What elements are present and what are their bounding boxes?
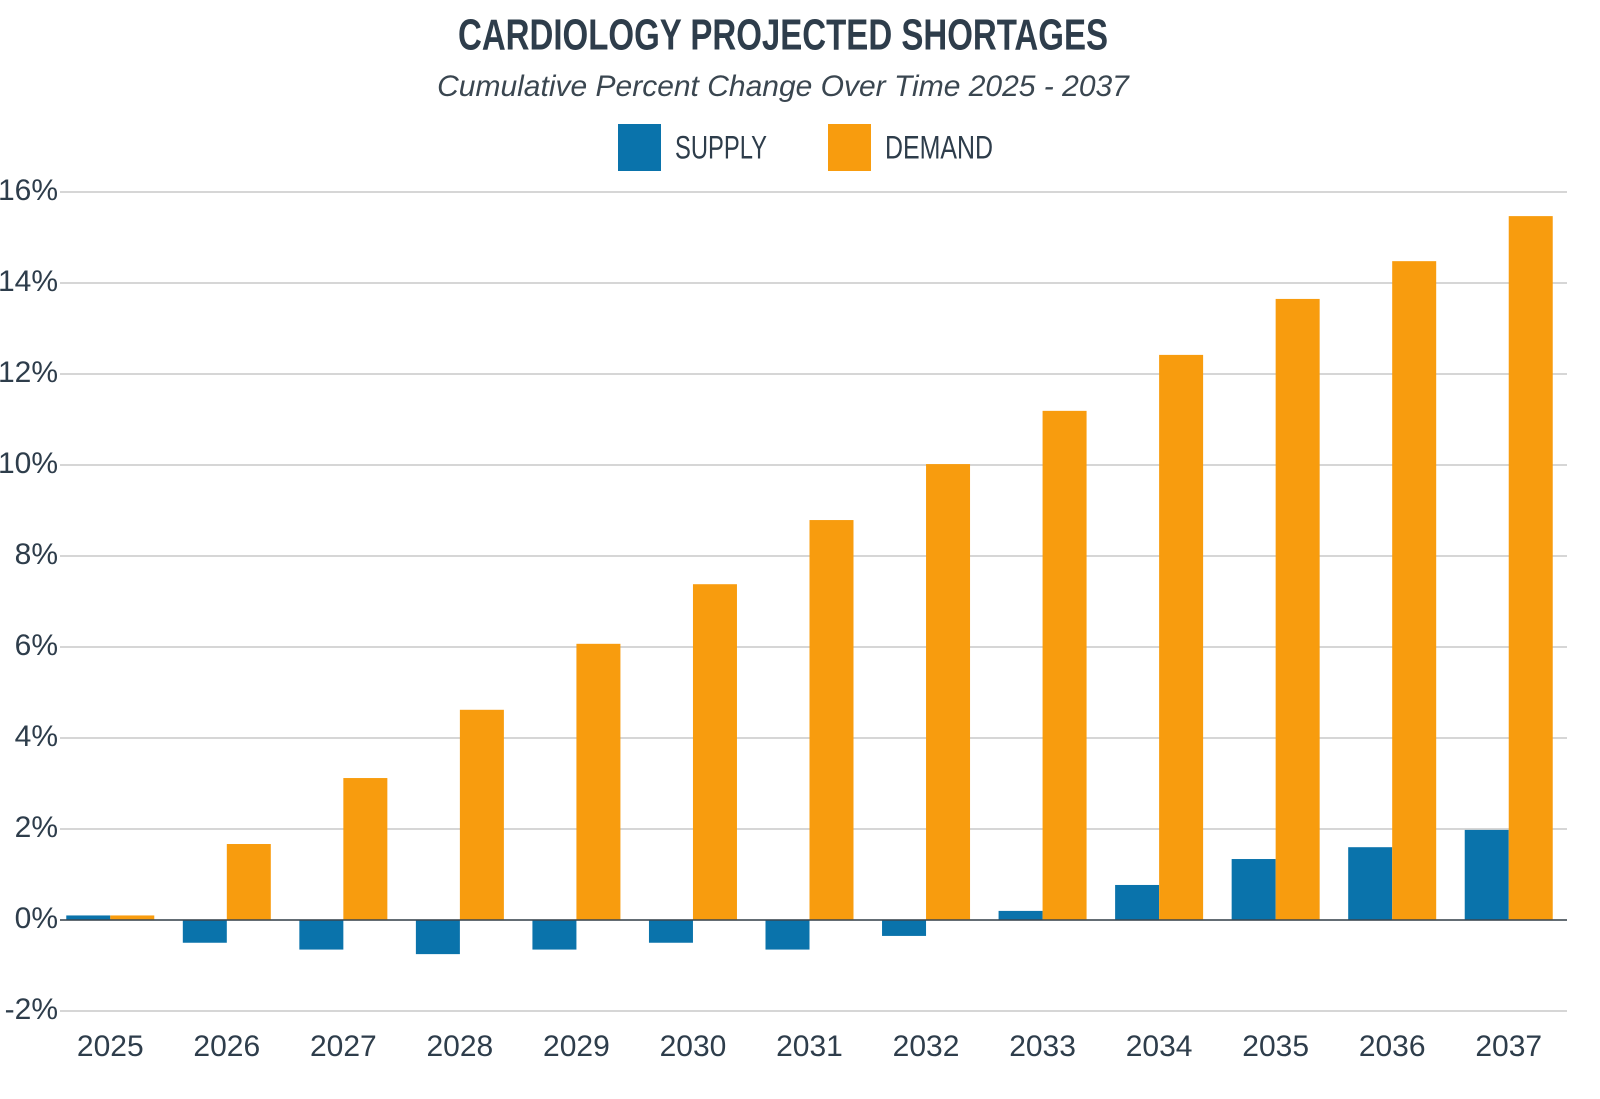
x-tick-label: 2025 (77, 1030, 144, 1063)
x-tick-label: 2030 (660, 1030, 727, 1063)
bar (809, 520, 854, 920)
y-tick-label: 12% (0, 356, 58, 389)
bar (576, 643, 621, 920)
x-tick-label: 2028 (427, 1030, 494, 1063)
bar (226, 844, 271, 920)
x-tick-label: 2029 (543, 1030, 610, 1063)
legend-swatch (618, 124, 661, 171)
bar (1115, 884, 1160, 920)
bar (343, 778, 388, 920)
bar (299, 920, 344, 950)
bar (1231, 859, 1276, 920)
y-tick-label: 14% (0, 265, 58, 298)
y-tick-label: 0% (15, 902, 58, 935)
bar (459, 709, 504, 920)
y-tick-label: 10% (0, 447, 58, 480)
bar (882, 920, 927, 936)
bar (765, 920, 810, 950)
bar (1464, 829, 1509, 920)
bar (110, 915, 155, 920)
x-tick-label: 2036 (1359, 1030, 1426, 1063)
bar (1042, 410, 1087, 920)
x-tick-label: 2035 (1242, 1030, 1309, 1063)
x-tick-label: 2027 (310, 1030, 377, 1063)
y-tick-label: -2% (5, 993, 58, 1026)
bar (1159, 354, 1204, 920)
bar (692, 584, 737, 920)
bar (1348, 847, 1393, 920)
bar (182, 920, 227, 943)
y-tick-label: 4% (15, 720, 58, 753)
y-tick-label: 8% (15, 538, 58, 571)
bar (648, 920, 693, 943)
x-tick-label: 2037 (1475, 1030, 1542, 1063)
bar (415, 920, 460, 955)
x-tick-label: 2034 (1126, 1030, 1193, 1063)
y-tick-label: 2% (15, 811, 58, 844)
legend-swatch (828, 124, 871, 171)
chart-title: CARDIOLOGY PROJECTED SHORTAGES (458, 11, 1108, 60)
bar (1508, 216, 1553, 921)
legend-label: SUPPLY (675, 129, 767, 165)
bar (1392, 261, 1437, 920)
bar (1275, 298, 1320, 920)
y-tick-label: 6% (15, 629, 58, 662)
bar (926, 464, 971, 920)
x-tick-label: 2032 (893, 1030, 960, 1063)
x-tick-label: 2031 (776, 1030, 843, 1063)
chart-subtitle: Cumulative Percent Change Over Time 2025… (437, 70, 1130, 103)
x-tick-label: 2026 (193, 1030, 260, 1063)
y-tick-label: 16% (0, 174, 58, 207)
x-tick-label: 2033 (1009, 1030, 1076, 1063)
legend-label: DEMAND (885, 129, 993, 165)
bar (532, 920, 577, 950)
bar (998, 910, 1043, 920)
bar (66, 915, 111, 920)
